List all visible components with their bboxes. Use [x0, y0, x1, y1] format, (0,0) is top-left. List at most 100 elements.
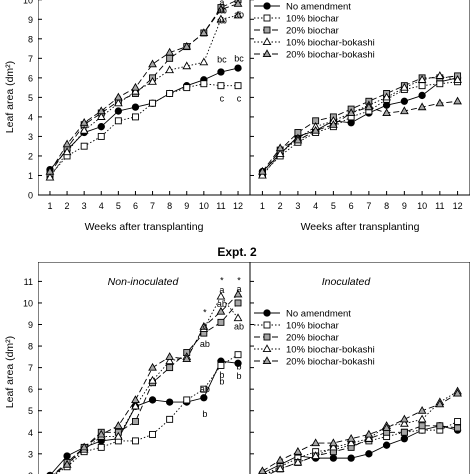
- significance-letter: bc: [217, 54, 227, 64]
- data-point: [148, 59, 157, 68]
- data-point: [97, 123, 105, 131]
- y-tick-label: 4: [28, 428, 33, 438]
- significance-letter: ab: [217, 299, 227, 309]
- x-tick-label: 3: [295, 201, 300, 211]
- significance-letter: ab: [217, 6, 227, 16]
- significance-letter: ab: [234, 9, 244, 19]
- data-point: [79, 442, 89, 451]
- data-point: [79, 118, 89, 126]
- legend-marker: [262, 356, 272, 365]
- data-point: [399, 418, 409, 427]
- significance-letter: b: [237, 362, 242, 372]
- data-point: [329, 454, 338, 462]
- data-point: [217, 82, 225, 90]
- y-tick-label: 5: [28, 93, 33, 103]
- data-point: [234, 351, 242, 359]
- plot-frame: [250, 0, 470, 196]
- series-line: [49, 67, 239, 170]
- y-tick-label: 4: [28, 112, 33, 122]
- data-point: [275, 464, 285, 472]
- data-point: [217, 68, 225, 76]
- panel-title-non-inoculated: Non-inoculated: [108, 276, 180, 288]
- significance-letter: ab: [234, 322, 244, 332]
- data-point: [346, 438, 356, 447]
- data-point: [258, 166, 267, 175]
- data-point: [346, 434, 356, 442]
- data-point: [382, 101, 391, 109]
- y-tick-label: 10: [23, 298, 33, 308]
- legend-label: 10% biochar: [286, 14, 339, 25]
- data-point: [216, 4, 226, 13]
- x-tick-label: 2: [65, 201, 70, 211]
- legend-marker: [263, 14, 271, 22]
- x-tick-label: 10: [199, 201, 209, 211]
- legend-label: 10% biochar-bokashi: [286, 38, 375, 49]
- data-point: [435, 399, 445, 408]
- data-point: [454, 424, 462, 432]
- y-tick-label: 6: [28, 73, 33, 83]
- x-tick-label: 1: [260, 201, 265, 211]
- y-tick-label: 7: [28, 54, 33, 64]
- data-point: [79, 125, 89, 134]
- legend-marker: [263, 26, 271, 34]
- y-tick-label: 9: [28, 320, 33, 330]
- data-point: [182, 41, 192, 50]
- series-line: [54, 354, 239, 474]
- data-point: [96, 112, 106, 120]
- data-point: [417, 75, 427, 83]
- significance-letter: b: [219, 377, 224, 387]
- data-point: [166, 54, 174, 62]
- y-tick-label: 10: [23, 0, 33, 5]
- data-point: [233, 0, 243, 7]
- data-point: [399, 106, 409, 115]
- legend-marker: [263, 309, 271, 317]
- data-point: [96, 106, 106, 115]
- x-tick-label: 5: [331, 201, 336, 211]
- data-point: [217, 318, 225, 326]
- data-point: [436, 80, 444, 88]
- data-point: [329, 438, 338, 447]
- data-point: [80, 142, 88, 150]
- data-point: [417, 102, 427, 111]
- data-point: [400, 97, 409, 105]
- series-line: [262, 425, 458, 474]
- data-point: [62, 459, 72, 468]
- panel-expt2-right: [250, 262, 470, 474]
- data-point: [329, 119, 338, 128]
- significance-letter: c: [220, 93, 225, 103]
- panel-expt1-left: [38, 0, 250, 196]
- data-point: [132, 418, 139, 425]
- legend-label: 20% biochar-bokashi: [286, 357, 375, 368]
- y-axis-label-top: Leaf area (dm²): [4, 61, 16, 133]
- data-point: [418, 91, 426, 100]
- data-point: [97, 443, 105, 451]
- x-tick-label: 1: [47, 201, 52, 211]
- data-point: [96, 429, 106, 438]
- data-point: [131, 395, 140, 403]
- y-tick-label: 2: [28, 151, 33, 161]
- y-tick-label: 1: [28, 171, 33, 181]
- series-line: [262, 81, 458, 174]
- data-point: [113, 431, 123, 440]
- data-point: [114, 117, 122, 125]
- panel-expt2-left: [38, 262, 250, 474]
- legend-label: 20% biochar-bokashi: [286, 50, 375, 61]
- data-point: [199, 57, 209, 66]
- data-point: [364, 102, 374, 111]
- data-point: [418, 422, 426, 430]
- x-tick-label: 11: [216, 201, 225, 211]
- x-tick-label: 5: [116, 201, 121, 211]
- data-point: [131, 82, 140, 91]
- significance-letter: a: [237, 284, 242, 294]
- data-point: [63, 452, 71, 460]
- data-point: [149, 430, 156, 438]
- data-point: [165, 65, 175, 74]
- data-point: [148, 375, 157, 384]
- x-tick-label: 9: [402, 201, 407, 211]
- series-line: [49, 0, 239, 174]
- significance-letter: bc: [234, 53, 244, 63]
- data-point: [347, 454, 355, 462]
- data-point: [131, 103, 140, 111]
- significance-letter: ab: [200, 339, 210, 349]
